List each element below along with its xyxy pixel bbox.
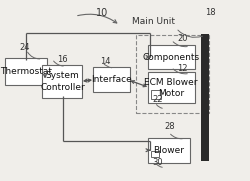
FancyBboxPatch shape <box>148 72 195 103</box>
FancyBboxPatch shape <box>148 45 195 69</box>
Text: 22: 22 <box>152 95 163 104</box>
Bar <box>151 151 159 157</box>
Text: Blower: Blower <box>153 146 184 155</box>
FancyBboxPatch shape <box>148 138 190 163</box>
FancyBboxPatch shape <box>42 65 82 98</box>
Text: Main Unit: Main Unit <box>132 17 175 26</box>
FancyBboxPatch shape <box>92 67 130 92</box>
Text: 30: 30 <box>152 158 163 167</box>
FancyBboxPatch shape <box>5 58 48 85</box>
Text: Interface: Interface <box>91 75 132 84</box>
Text: Thermostat: Thermostat <box>0 67 52 76</box>
Text: 16: 16 <box>57 55 68 64</box>
Text: Components: Components <box>143 52 200 62</box>
Bar <box>201 34 209 161</box>
Text: 28: 28 <box>165 122 175 131</box>
Text: 18: 18 <box>205 8 215 17</box>
Text: 14: 14 <box>100 57 110 66</box>
Text: 24: 24 <box>20 43 30 52</box>
Text: System
Controller: System Controller <box>40 71 85 92</box>
Text: 20: 20 <box>177 33 188 43</box>
Bar <box>151 90 161 99</box>
Text: ECM Blower
Motor: ECM Blower Motor <box>144 78 198 98</box>
Text: 12: 12 <box>177 64 188 73</box>
Text: 10: 10 <box>96 8 108 18</box>
